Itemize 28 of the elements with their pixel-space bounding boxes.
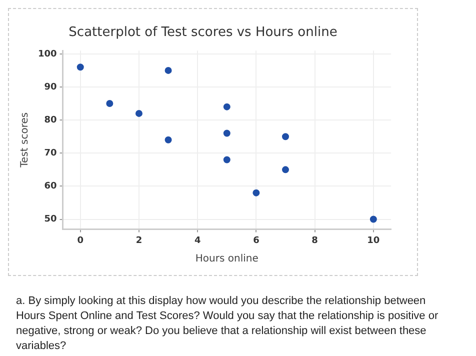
point (164, 136, 172, 144)
point (164, 66, 172, 74)
point (370, 216, 377, 223)
y-tick-label: 60 (44, 182, 57, 192)
point (76, 64, 84, 71)
x-tick-label: 8 (312, 236, 318, 246)
x-tick-label: 6 (253, 236, 260, 246)
y-tick-label: 70 (44, 148, 57, 158)
y-tick-label: 50 (44, 214, 57, 225)
x-tick-label: 4 (194, 236, 201, 246)
point (223, 156, 230, 164)
point (282, 166, 290, 174)
point (106, 100, 114, 108)
point (282, 133, 290, 140)
x-axis-title: Hours online (195, 254, 258, 265)
chart-title: Scatterplot of Test scores vs Hours online (68, 25, 338, 40)
x-tick-label: 2 (136, 236, 142, 246)
y-axis-title: Test scores (20, 112, 31, 168)
point (252, 189, 260, 196)
point (223, 130, 230, 137)
x-tick-label: 0 (77, 236, 84, 246)
text: a. By simply looking at this display how would you describe the relationship between Hours Spent Online and Test Scores? Would you say that the relationship is positive or negative, strong or weak? Do you believe that a relationship will exist between these variables? (16, 294, 440, 354)
point (223, 103, 230, 110)
y-tick-label: 100 (38, 49, 57, 60)
point (135, 110, 142, 117)
x-tick-label: 10 (367, 236, 380, 246)
y-tick-label: 80 (44, 115, 57, 126)
y-tick-label: 90 (44, 82, 57, 92)
